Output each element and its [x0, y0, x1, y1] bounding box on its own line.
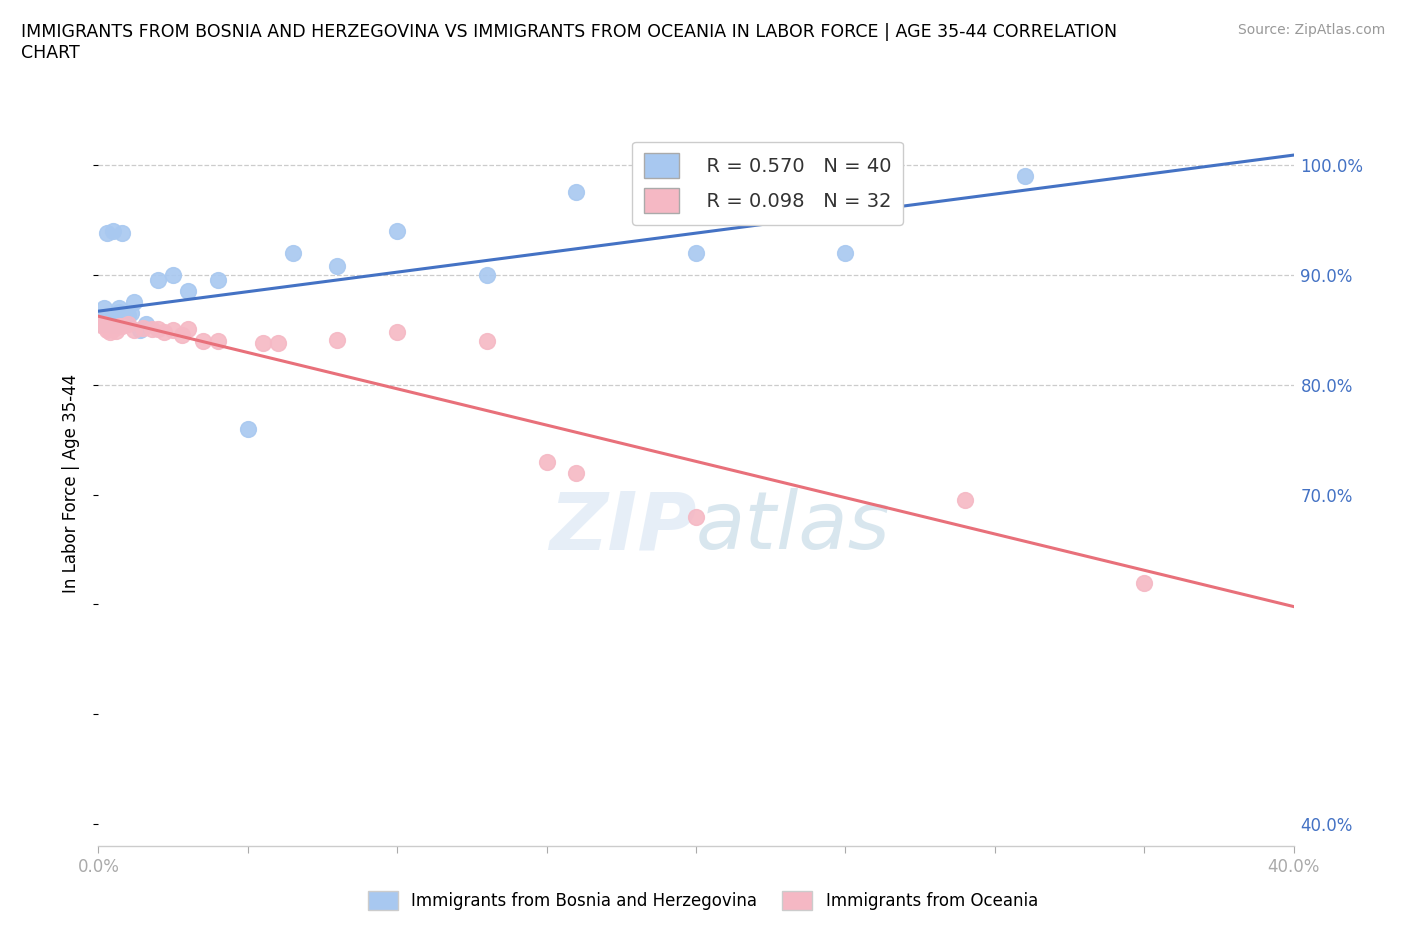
Point: [177, 284, 200, 299]
Point: [565, 185, 588, 200]
Point: [148, 321, 170, 336]
Point: [96, 226, 118, 241]
Point: [103, 318, 125, 333]
Text: atlas: atlas: [696, 488, 891, 566]
Point: [117, 317, 139, 332]
Point: [111, 319, 134, 334]
Point: [103, 313, 125, 328]
Point: [124, 323, 146, 338]
Point: [148, 272, 170, 287]
Point: [103, 320, 125, 335]
Point: [536, 454, 558, 469]
Point: [108, 319, 131, 334]
Point: [105, 314, 128, 329]
Point: [191, 333, 214, 348]
Point: [90, 309, 112, 324]
Text: IMMIGRANTS FROM BOSNIA AND HERZEGOVINA VS IMMIGRANTS FROM OCEANIA IN LABOR FORCE: IMMIGRANTS FROM BOSNIA AND HERZEGOVINA V…: [21, 23, 1118, 62]
Point: [1014, 168, 1036, 183]
Point: [98, 325, 122, 339]
Point: [108, 300, 131, 315]
Point: [207, 333, 229, 348]
Point: [326, 259, 349, 273]
Text: ZIP: ZIP: [548, 488, 696, 566]
Point: [172, 327, 194, 342]
Point: [108, 305, 131, 320]
Legend:   R = 0.570   N = 40,   R = 0.098   N = 32: R = 0.570 N = 40, R = 0.098 N = 32: [631, 141, 904, 224]
Point: [162, 323, 184, 338]
Point: [96, 323, 118, 338]
Point: [111, 309, 134, 324]
Point: [252, 336, 274, 351]
Point: [685, 509, 707, 524]
Point: [834, 246, 856, 260]
Point: [267, 336, 290, 351]
Point: [93, 317, 115, 332]
Point: [93, 300, 115, 315]
Point: [98, 317, 122, 332]
Point: [98, 315, 122, 330]
Point: [236, 421, 259, 436]
Y-axis label: In Labor Force | Age 35-44: In Labor Force | Age 35-44: [62, 374, 80, 593]
Point: [96, 319, 118, 334]
Point: [124, 295, 146, 310]
Point: [326, 332, 349, 347]
Point: [103, 223, 125, 238]
Point: [111, 226, 134, 241]
Point: [93, 312, 115, 326]
Point: [162, 267, 184, 282]
Point: [105, 318, 128, 333]
Point: [207, 272, 229, 287]
Point: [1133, 575, 1156, 590]
Point: [105, 324, 128, 339]
Point: [475, 267, 498, 282]
Point: [565, 465, 588, 480]
Point: [385, 325, 409, 339]
Point: [129, 323, 152, 338]
Point: [953, 493, 976, 508]
Point: [141, 321, 163, 336]
Point: [96, 314, 118, 329]
Point: [98, 320, 122, 335]
Point: [475, 333, 498, 348]
Point: [120, 306, 142, 321]
Text: Source: ZipAtlas.com: Source: ZipAtlas.com: [1237, 23, 1385, 37]
Point: [103, 321, 125, 336]
Point: [98, 314, 122, 329]
Point: [90, 318, 112, 333]
Point: [281, 246, 304, 260]
Point: [103, 315, 125, 330]
Point: [114, 313, 136, 328]
Point: [685, 246, 707, 260]
Point: [385, 223, 409, 238]
Point: [96, 317, 118, 332]
Point: [135, 317, 157, 332]
Legend: Immigrants from Bosnia and Herzegovina, Immigrants from Oceania: Immigrants from Bosnia and Herzegovina, …: [361, 884, 1045, 917]
Point: [153, 325, 176, 339]
Point: [96, 313, 118, 328]
Point: [90, 317, 112, 332]
Point: [177, 321, 200, 336]
Point: [132, 320, 155, 335]
Point: [117, 308, 139, 323]
